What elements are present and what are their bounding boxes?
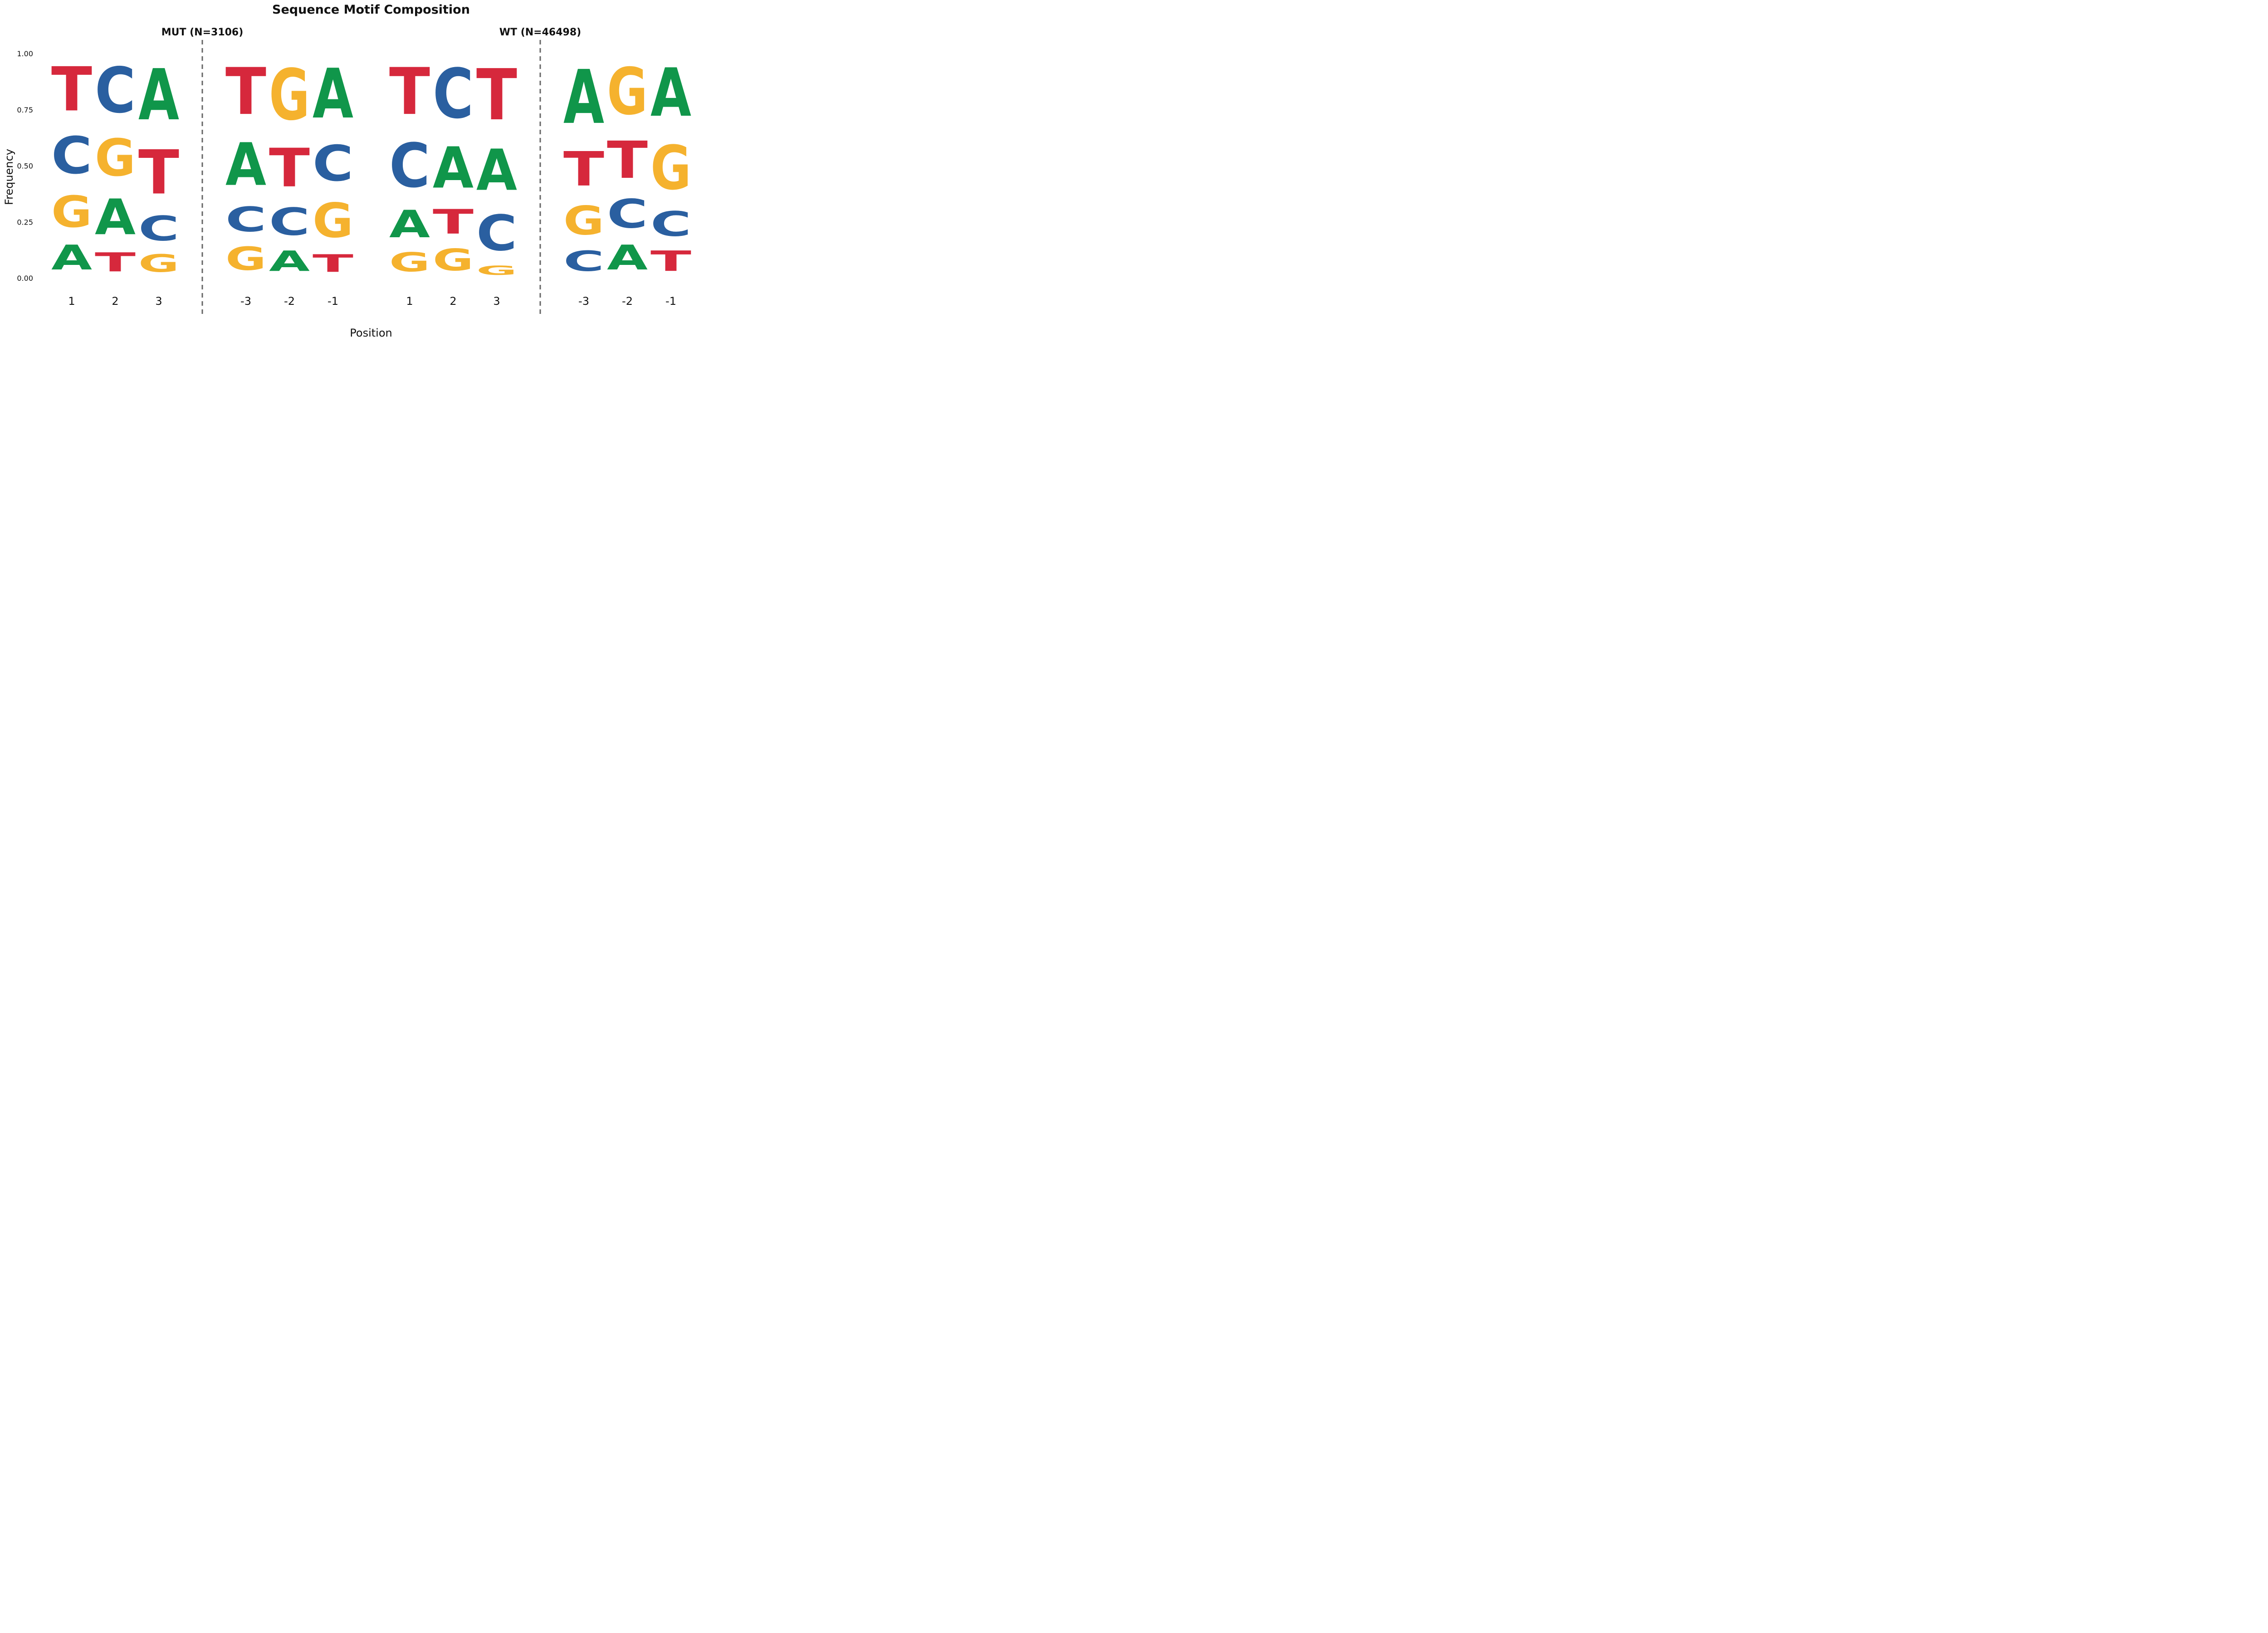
logo-letter-A: A bbox=[225, 131, 266, 199]
chart-title: Sequence Motif Composition bbox=[272, 3, 470, 17]
logo-letter-T: T bbox=[225, 55, 266, 130]
logo-letter-T: T bbox=[607, 130, 648, 190]
logo-letter-A: A bbox=[51, 239, 93, 278]
x-tick-label: -3 bbox=[578, 295, 589, 308]
x-tick-label: -1 bbox=[327, 295, 338, 308]
panel-label-mut: MUT (N=3106) bbox=[161, 27, 244, 38]
x-tick-label: -2 bbox=[622, 295, 633, 308]
logo-letter-G: G bbox=[650, 133, 691, 203]
logo-letter-G: G bbox=[476, 263, 517, 277]
logo-letter-T: T bbox=[389, 55, 430, 130]
logo-letter-A: A bbox=[650, 54, 691, 132]
logo-letter-G: G bbox=[563, 198, 604, 244]
logo-letter-C: C bbox=[138, 209, 179, 249]
logo-letter-G: G bbox=[225, 240, 266, 278]
logo-letter-C: C bbox=[476, 205, 517, 262]
logo-letter-C: C bbox=[313, 136, 353, 192]
logo-letter-T: T bbox=[650, 245, 691, 278]
logo-letter-A: A bbox=[313, 54, 353, 134]
logo-letter-G: G bbox=[51, 187, 92, 238]
logo-letter-T: T bbox=[313, 249, 353, 278]
logo-letter-T: T bbox=[563, 142, 604, 197]
logo-stacks: AGCTTAGCGCTAGCATACTGTGCAGACTGTACGCATCGTA… bbox=[51, 54, 691, 278]
y-axis-ticks: 0.00 0.25 0.50 0.75 1.00 bbox=[17, 49, 33, 283]
y-axis-label: Frequency bbox=[3, 149, 15, 205]
logo-letter-C: C bbox=[51, 126, 92, 186]
logo-letter-C: C bbox=[650, 205, 691, 244]
logo-letter-A: A bbox=[138, 55, 179, 137]
logo-letter-C: C bbox=[433, 55, 474, 134]
logo-letter-C: C bbox=[269, 200, 310, 244]
y-tick-label: 1.00 bbox=[17, 49, 33, 58]
logo-letter-C: C bbox=[95, 54, 136, 127]
logo-letter-A: A bbox=[563, 54, 604, 141]
x-tick-label: 1 bbox=[406, 295, 413, 308]
x-tick-label: 3 bbox=[493, 295, 500, 308]
logo-letter-C: C bbox=[563, 245, 604, 278]
logo-letter-A: A bbox=[607, 239, 648, 278]
x-tick-label: 2 bbox=[450, 295, 456, 308]
y-tick-label: 0.25 bbox=[17, 218, 33, 226]
logo-letter-C: C bbox=[607, 191, 648, 238]
x-tick-label: 1 bbox=[68, 295, 75, 308]
logo-letter-T: T bbox=[269, 137, 310, 199]
x-tick-label: -1 bbox=[665, 295, 676, 308]
logo-letter-T: T bbox=[95, 247, 136, 278]
logo-letter-G: G bbox=[95, 129, 136, 188]
x-tick-label: 3 bbox=[155, 295, 162, 308]
sequence-logo-chart: Sequence Motif Composition MUT (N=3106) … bbox=[3, 3, 691, 339]
logo-letter-T: T bbox=[433, 203, 474, 242]
logo-letter-G: G bbox=[138, 249, 179, 278]
x-tick-label: -2 bbox=[284, 295, 295, 308]
logo-letter-T: T bbox=[476, 54, 517, 136]
logo-letter-G: G bbox=[433, 243, 474, 278]
logo-letter-A: A bbox=[269, 245, 310, 278]
logo-letter-C: C bbox=[225, 200, 266, 240]
x-tick-label: 2 bbox=[112, 295, 118, 308]
logo-letter-T: T bbox=[51, 55, 92, 125]
logo-letter-A: A bbox=[476, 138, 517, 204]
logo-letter-G: G bbox=[389, 247, 430, 278]
panel-label-wt: WT (N=46498) bbox=[499, 27, 581, 38]
y-tick-label: 0.00 bbox=[17, 274, 33, 283]
logo-letter-G: G bbox=[269, 54, 310, 136]
logo-letter-G: G bbox=[607, 54, 648, 129]
logo-letter-A: A bbox=[389, 202, 430, 246]
y-tick-label: 0.50 bbox=[17, 162, 33, 171]
logo-letter-G: G bbox=[313, 194, 353, 249]
logo-letter-T: T bbox=[138, 138, 179, 208]
x-axis-ticks: 1 2 3 -3 -2 -1 1 2 3 -3 -2 -1 bbox=[68, 295, 676, 308]
logo-letter-A: A bbox=[433, 136, 474, 201]
x-axis-label: Position bbox=[350, 327, 392, 339]
logo-letter-A: A bbox=[95, 189, 136, 246]
x-tick-label: -3 bbox=[240, 295, 251, 308]
logo-letter-C: C bbox=[389, 131, 430, 201]
y-tick-label: 0.75 bbox=[17, 106, 33, 114]
